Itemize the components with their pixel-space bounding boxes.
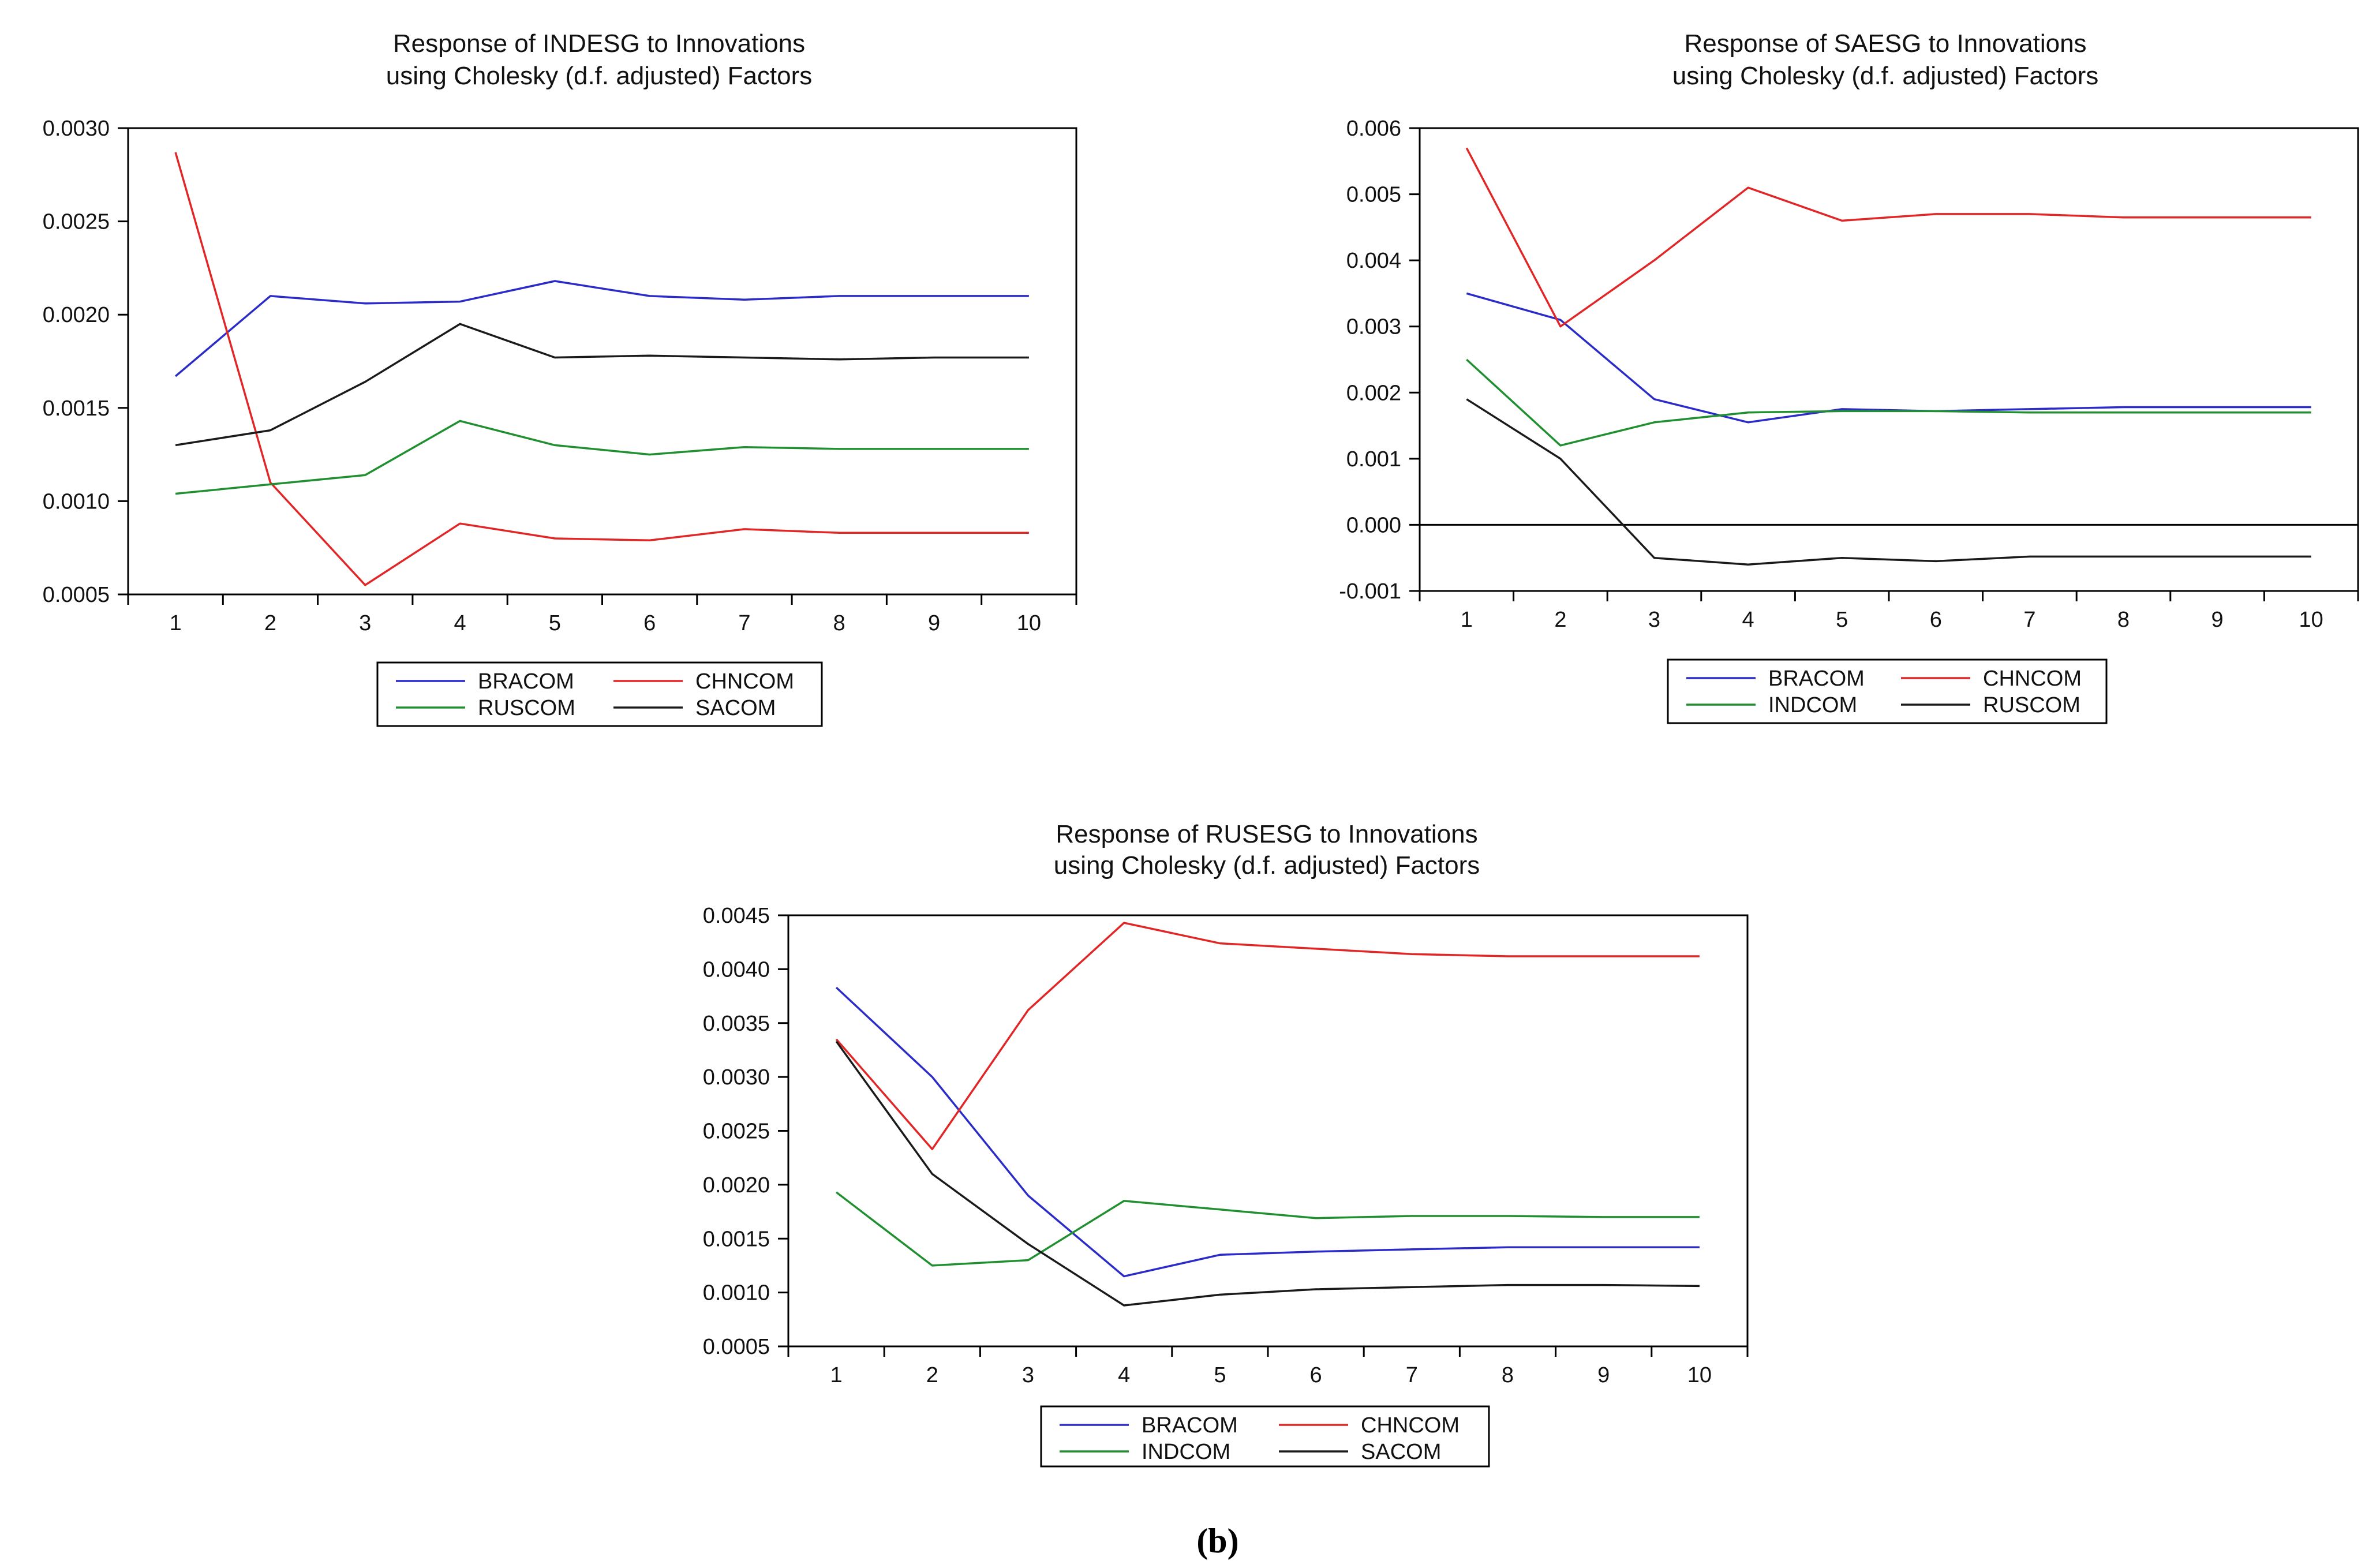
y-tick-label: 0.001 bbox=[1346, 447, 1401, 471]
legend: BRACOM CHNCOM RUSCOM SACOM bbox=[376, 661, 823, 727]
y-tick-label: 0.0025 bbox=[43, 210, 110, 234]
x-tick-label: 10 bbox=[2299, 608, 2323, 632]
y-tick-label: 0.0030 bbox=[43, 117, 110, 141]
x-tick-label: 5 bbox=[1214, 1363, 1226, 1387]
legend-label-sacom: SACOM bbox=[695, 696, 776, 720]
x-tick-label: 9 bbox=[1597, 1363, 1610, 1387]
x-tick-label: 7 bbox=[2023, 608, 2035, 632]
series-line-chncom bbox=[1465, 147, 2311, 328]
series-line-indcom bbox=[836, 1191, 1700, 1267]
y-tick-label: 0.0005 bbox=[703, 1335, 770, 1359]
x-tick-label: 1 bbox=[1461, 608, 1473, 632]
legend-label-bracom: BRACOM bbox=[1768, 667, 1865, 691]
series-line-ruscom bbox=[1466, 398, 2311, 566]
y-tick-label: 0.0015 bbox=[43, 396, 110, 421]
y-tick-label: 0.0020 bbox=[43, 303, 110, 327]
x-tick-label: 6 bbox=[1310, 1363, 1322, 1387]
x-tick-label: 9 bbox=[928, 611, 940, 635]
series-line-chncom bbox=[835, 922, 1700, 1150]
y-tick-label: 0.0035 bbox=[703, 1012, 770, 1036]
y-tick-label: 0.0015 bbox=[703, 1227, 770, 1251]
series-line-indcom bbox=[1466, 358, 2311, 447]
x-tick-label: 5 bbox=[1836, 608, 1848, 632]
x-tick-label: 9 bbox=[2211, 608, 2224, 632]
x-tick-label: 1 bbox=[830, 1363, 843, 1387]
chart-title-line2: using Cholesky (d.f. adjusted) Factors bbox=[1672, 62, 2099, 90]
charts-root: Response of INDESG to Innovations using C… bbox=[43, 29, 2359, 1468]
y-tick-label: -0.001 bbox=[1339, 579, 1401, 604]
y-tick-label: 0.0010 bbox=[43, 489, 110, 514]
legend-label-sacom: SACOM bbox=[1361, 1440, 1441, 1464]
legend-label-chncom: CHNCOM bbox=[1361, 1413, 1460, 1438]
legend: BRACOM CHNCOM INDCOM SACOM bbox=[1040, 1405, 1490, 1468]
legend-label-bracom: BRACOM bbox=[478, 669, 574, 694]
y-tick-label: 0.005 bbox=[1346, 183, 1401, 207]
legend-box bbox=[1040, 1405, 1490, 1468]
legend-box bbox=[376, 661, 823, 727]
x-tick-label: 10 bbox=[1687, 1363, 1712, 1387]
chart-rusesg: Response of RUSESG to Innovations using C… bbox=[703, 820, 1749, 1468]
figure-caption: (b) bbox=[1196, 1522, 1238, 1560]
legend-label-ruscom: RUSCOM bbox=[1983, 693, 2080, 717]
x-tick-label: 4 bbox=[454, 611, 466, 635]
y-tick-label: 0.002 bbox=[1346, 381, 1401, 405]
x-tick-label: 4 bbox=[1742, 608, 1754, 632]
y-tick-label: 0.0030 bbox=[703, 1065, 770, 1090]
x-tick-label: 8 bbox=[1502, 1363, 1514, 1387]
x-tick-label: 3 bbox=[1648, 608, 1660, 632]
x-tick-label: 1 bbox=[170, 611, 182, 635]
chart-title-line2: using Cholesky (d.f. adjusted) Factors bbox=[386, 62, 813, 90]
series-line-sacom bbox=[835, 1041, 1700, 1307]
y-tick-label: 0.0005 bbox=[43, 583, 110, 607]
legend-label-indcom: INDCOM bbox=[1768, 693, 1857, 717]
x-tick-label: 7 bbox=[738, 611, 750, 635]
chart-title-line2: using Cholesky (d.f. adjusted) Factors bbox=[1054, 851, 1480, 880]
x-tick-label: 6 bbox=[1930, 608, 1942, 632]
series-line-chncom bbox=[174, 152, 1029, 586]
y-tick-label: 0.0025 bbox=[703, 1120, 770, 1144]
series-line-sacom bbox=[175, 323, 1029, 447]
legend-label-chncom: CHNCOM bbox=[1983, 667, 2082, 691]
y-tick-label: 0.0010 bbox=[703, 1281, 770, 1305]
legend: BRACOM CHNCOM INDCOM RUSCOM bbox=[1667, 658, 2108, 724]
y-tick-label: 0.000 bbox=[1346, 513, 1401, 537]
series-line-bracom bbox=[835, 986, 1700, 1278]
x-tick-label: 4 bbox=[1118, 1363, 1130, 1387]
x-tick-label: 2 bbox=[264, 611, 276, 635]
chart-title-line1: Response of RUSESG to Innovations bbox=[1056, 820, 1477, 848]
x-tick-label: 5 bbox=[549, 611, 561, 635]
chart-saesg: Response of SAESG to Innovations using Ch… bbox=[1339, 29, 2359, 724]
x-tick-label: 10 bbox=[1017, 611, 1041, 635]
legend-label-chncom: CHNCOM bbox=[695, 669, 794, 694]
y-tick-label: 0.0040 bbox=[703, 957, 770, 982]
y-tick-label: 0.004 bbox=[1346, 249, 1401, 273]
chart-title-line1: Response of INDESG to Innovations bbox=[393, 29, 805, 58]
legend-label-indcom: INDCOM bbox=[1142, 1440, 1230, 1464]
legend-label-ruscom: RUSCOM bbox=[478, 696, 575, 720]
y-tick-label: 0.006 bbox=[1346, 117, 1401, 141]
x-tick-label: 7 bbox=[1406, 1363, 1418, 1387]
x-tick-label: 6 bbox=[643, 611, 656, 635]
y-tick-label: 0.003 bbox=[1346, 315, 1401, 339]
x-tick-label: 3 bbox=[359, 611, 371, 635]
x-tick-label: 2 bbox=[1554, 608, 1566, 632]
series-line-ruscom bbox=[175, 420, 1029, 495]
y-tick-label: 0.0020 bbox=[703, 1173, 770, 1197]
series-line-bracom bbox=[1466, 292, 2311, 424]
series-line-bracom bbox=[174, 280, 1029, 377]
x-tick-label: 8 bbox=[833, 611, 845, 635]
legend-box bbox=[1667, 658, 2108, 724]
y-tick-label: 0.0045 bbox=[703, 904, 770, 928]
x-tick-label: 3 bbox=[1022, 1363, 1034, 1387]
legend-label-bracom: BRACOM bbox=[1142, 1413, 1238, 1438]
x-tick-label: 2 bbox=[926, 1363, 938, 1387]
x-tick-label: 8 bbox=[2117, 608, 2130, 632]
chart-indesg: Response of INDESG to Innovations using C… bbox=[43, 29, 1077, 727]
chart-title-line1: Response of SAESG to Innovations bbox=[1684, 29, 2086, 58]
